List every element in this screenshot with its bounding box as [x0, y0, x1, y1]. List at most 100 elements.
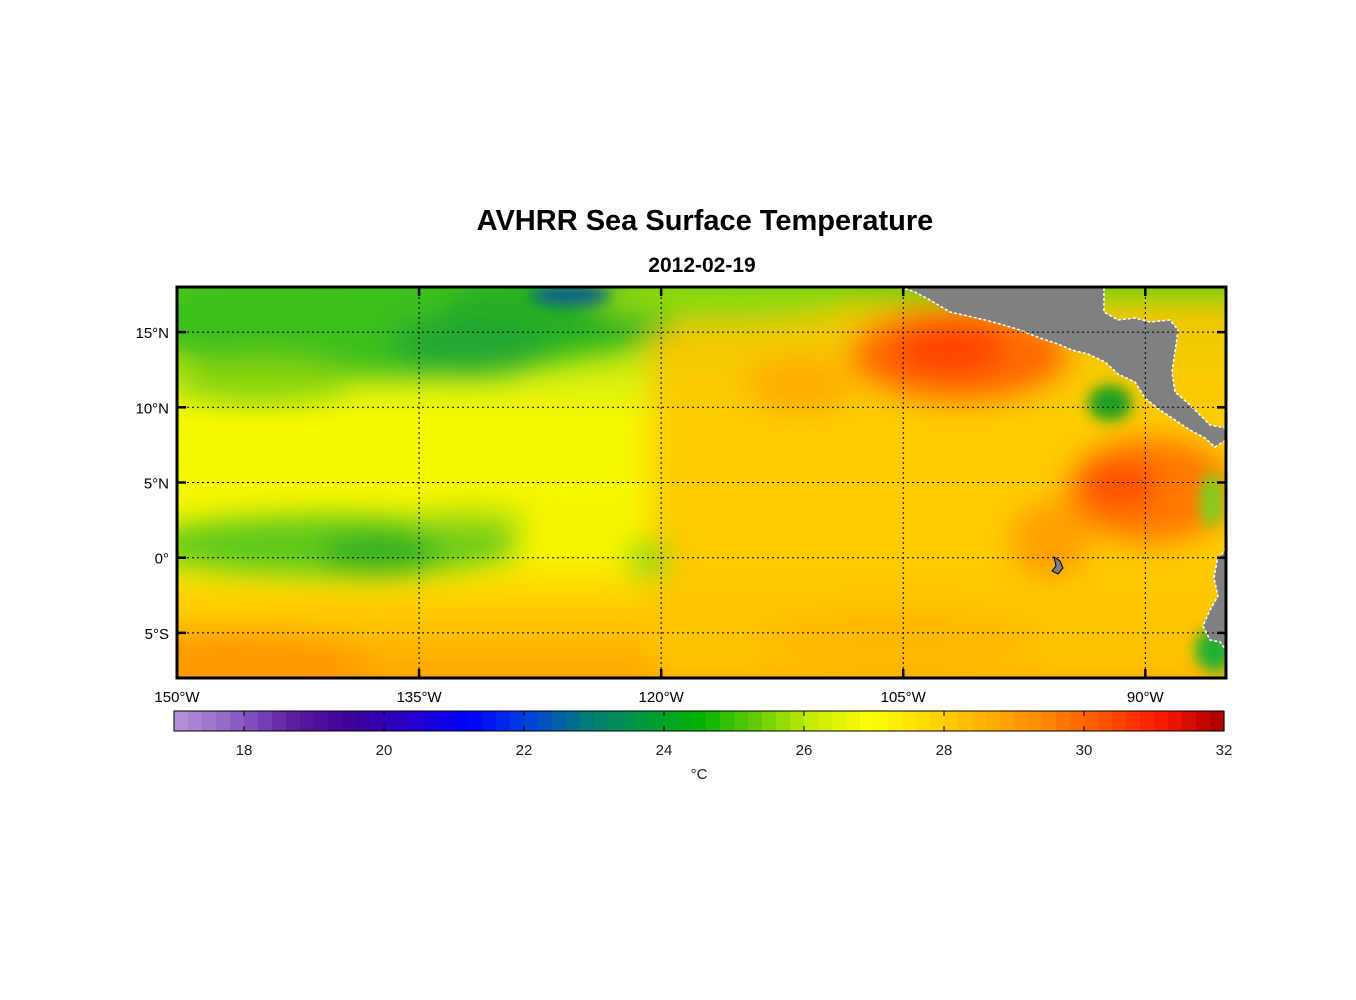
colorbar-segment [454, 711, 469, 731]
colorbar-segment [398, 711, 413, 731]
colorbar-segment [370, 711, 385, 731]
colorbar-segment [188, 711, 203, 731]
colorbar-segment [720, 711, 735, 731]
colorbar-segment [972, 711, 987, 731]
colorbar-segment [944, 711, 959, 731]
map-title: AVHRR Sea Surface Temperature [476, 205, 934, 237]
colorbar-segment [986, 711, 1001, 731]
colorbar-segment [1154, 711, 1169, 731]
colorbar-segment [930, 711, 945, 731]
south-america-land [1202, 546, 1226, 652]
colorbar-tick-label: 20 [376, 742, 393, 759]
lon-label: 150°W [154, 689, 200, 706]
map-subtitle: 2012-02-19 [648, 254, 756, 277]
colorbar-tick-label: 22 [516, 742, 533, 759]
colorbar-tick-label: 18 [236, 742, 253, 759]
colorbar-tick-label: 24 [656, 742, 673, 759]
colorbar-segment [174, 711, 189, 731]
colorbar-segment [216, 711, 231, 731]
colorbar-frame [173, 710, 1225, 732]
colorbar-segment [1126, 711, 1141, 731]
colorbar-segment [594, 711, 609, 731]
colorbar-tick-label: 32 [1216, 742, 1233, 759]
colorbar-segment [1056, 711, 1071, 731]
colorbar-segment [804, 711, 819, 731]
colorbar-segment [692, 711, 707, 731]
colorbar-segment [244, 711, 259, 731]
graticule [177, 287, 1226, 678]
colorbar-segment [384, 711, 399, 731]
colorbar-segment [1182, 711, 1197, 731]
colorbar-segment [734, 711, 749, 731]
colorbar-segment [524, 711, 539, 731]
colorbar-segment [650, 711, 665, 731]
colorbar-segment [272, 711, 287, 731]
colorbar-segment [636, 711, 651, 731]
colorbar-segment [902, 711, 917, 731]
lon-label: 105°W [881, 689, 927, 706]
colorbar-segment [1210, 711, 1225, 731]
colorbar-segment [1112, 711, 1127, 731]
lat-label: 15°N [135, 325, 169, 342]
colorbar-tick-label: 30 [1076, 742, 1093, 759]
colorbar-segment [202, 711, 217, 731]
colorbar-segment [230, 711, 245, 731]
colorbar-segment [888, 711, 903, 731]
colorbar-segment [468, 711, 483, 731]
colorbar-segment [790, 711, 805, 731]
colorbar: 18 20 22 24 26 28 30 32 °C [173, 710, 1233, 783]
lon-labels: 150°W 135°W 120°W 105°W 90°W [154, 689, 1164, 706]
colorbar-segments [174, 711, 1225, 731]
lon-label: 120°W [639, 689, 685, 706]
lat-label: 0° [155, 551, 169, 568]
colorbar-segment [916, 711, 931, 731]
colorbar-segment [1084, 711, 1099, 731]
colorbar-unit: °C [691, 766, 708, 783]
colorbar-segment [664, 711, 679, 731]
lat-label: 5°S [145, 626, 169, 643]
colorbar-segment [566, 711, 581, 731]
colorbar-segment [608, 711, 623, 731]
colorbar-segment [678, 711, 693, 731]
central-america-land [899, 287, 1226, 448]
colorbar-segment [538, 711, 553, 731]
colorbar-segment [258, 711, 273, 731]
land [899, 287, 1226, 652]
colorbar-segment [1000, 711, 1015, 731]
colorbar-ticks: 18 20 22 24 26 28 30 32 [236, 711, 1233, 759]
colorbar-segment [622, 711, 637, 731]
colorbar-segment [1168, 711, 1183, 731]
lon-label: 90°W [1127, 689, 1165, 706]
colorbar-segment [300, 711, 315, 731]
colorbar-segment [496, 711, 511, 731]
sst-field [177, 287, 1226, 678]
colorbar-segment [314, 711, 329, 731]
colorbar-segment [832, 711, 847, 731]
colorbar-segment [1196, 711, 1211, 731]
lat-label: 5°N [144, 476, 169, 493]
lon-label: 135°W [396, 689, 442, 706]
colorbar-tick-label: 28 [936, 742, 953, 759]
colorbar-segment [328, 711, 343, 731]
colorbar-segment [706, 711, 721, 731]
colorbar-segment [958, 711, 973, 731]
colorbar-segment [762, 711, 777, 731]
colorbar-segment [748, 711, 763, 731]
colorbar-segment [1140, 711, 1155, 731]
colorbar-segment [440, 711, 455, 731]
colorbar-segment [1028, 711, 1043, 731]
lat-labels: 15°N 10°N 5°N 0° 5°S [135, 325, 169, 643]
colorbar-segment [412, 711, 427, 731]
colorbar-segment [1042, 711, 1057, 731]
colorbar-segment [1070, 711, 1085, 731]
colorbar-segment [342, 711, 357, 731]
colorbar-segment [846, 711, 861, 731]
colorbar-segment [1098, 711, 1113, 731]
colorbar-segment [818, 711, 833, 731]
colorbar-segment [482, 711, 497, 731]
lat-label: 10°N [135, 400, 169, 417]
colorbar-segment [552, 711, 567, 731]
colorbar-segment [286, 711, 301, 731]
colorbar-segment [426, 711, 441, 731]
